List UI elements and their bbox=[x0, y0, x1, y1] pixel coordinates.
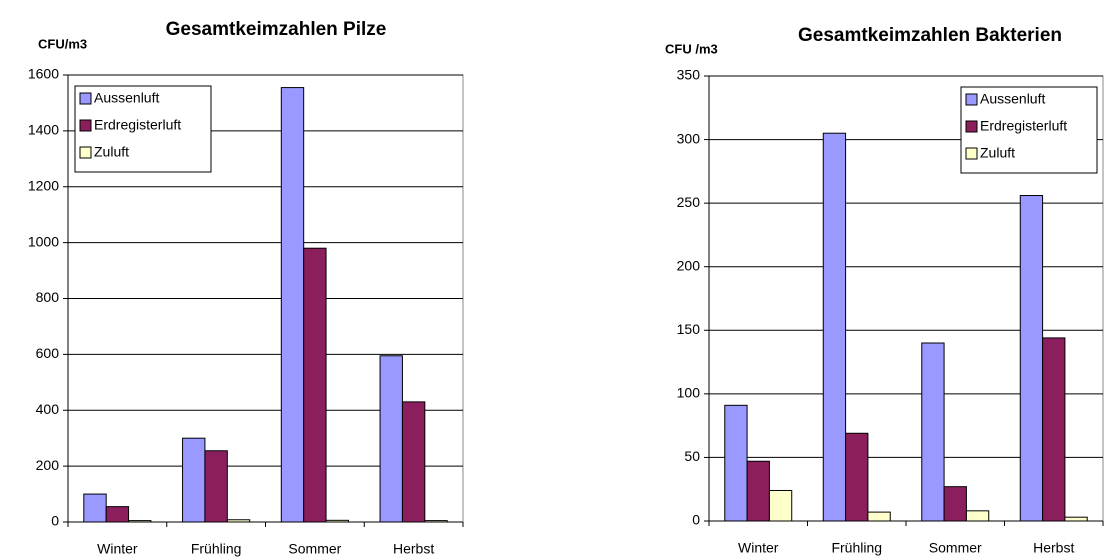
legend-swatch bbox=[965, 147, 978, 160]
legend-swatch bbox=[965, 120, 978, 133]
y-tick-label: 50 bbox=[684, 448, 700, 464]
bar bbox=[280, 87, 305, 523]
y-tick-label: 600 bbox=[36, 345, 60, 361]
y-tick-label: 200 bbox=[677, 257, 701, 273]
y-tick-label: 1000 bbox=[28, 233, 59, 249]
y-axis-label: CFU /m3 bbox=[665, 41, 718, 56]
y-tick-label: 1200 bbox=[28, 177, 59, 193]
x-tick-label: Sommer bbox=[288, 541, 341, 557]
x-tick-label: Sommer bbox=[929, 540, 982, 556]
legend-box bbox=[960, 86, 1098, 174]
y-tick-label: 100 bbox=[677, 385, 701, 401]
legend-box bbox=[74, 85, 212, 173]
chart-title: Gesamtkeimzahlen Pilze bbox=[166, 19, 387, 40]
bar bbox=[943, 486, 967, 522]
y-tick-label: 0 bbox=[51, 513, 59, 529]
y-tick-label: 250 bbox=[677, 194, 701, 210]
bar bbox=[1019, 195, 1044, 522]
bar bbox=[822, 132, 847, 522]
bar bbox=[83, 493, 107, 523]
legend-label: Aussenluft bbox=[980, 91, 1045, 107]
bar bbox=[401, 401, 426, 523]
bar bbox=[746, 460, 770, 522]
y-tick-label: 1600 bbox=[28, 66, 59, 82]
legend-label: Aussenluft bbox=[94, 90, 159, 106]
bar bbox=[303, 247, 327, 523]
y-tick-label: 300 bbox=[677, 130, 701, 146]
legend-label: Zuluft bbox=[94, 144, 129, 160]
y-tick-label: 800 bbox=[36, 289, 60, 305]
x-tick-label: Frühling bbox=[831, 540, 882, 556]
legend-label: Erdregisterluft bbox=[94, 117, 181, 133]
x-tick-label: Frühling bbox=[191, 541, 242, 557]
legend-swatch bbox=[79, 146, 92, 159]
y-tick-label: 400 bbox=[36, 401, 60, 417]
y-tick-label: 0 bbox=[692, 512, 700, 528]
bar bbox=[105, 506, 130, 523]
legend-swatch bbox=[965, 93, 978, 106]
y-tick-label: 350 bbox=[677, 67, 701, 83]
y-tick-label: 200 bbox=[36, 457, 60, 473]
y-tick-label: 1400 bbox=[28, 122, 59, 138]
bar bbox=[845, 432, 869, 522]
x-tick-label: Herbst bbox=[1033, 540, 1074, 556]
bar bbox=[921, 342, 945, 522]
y-axis-label: CFU/m3 bbox=[38, 36, 87, 51]
bar bbox=[724, 404, 748, 522]
y-tick-label: 150 bbox=[677, 321, 701, 337]
bar bbox=[768, 489, 793, 522]
bar bbox=[1064, 516, 1088, 522]
bar bbox=[1042, 337, 1066, 522]
bar bbox=[204, 450, 228, 523]
legend-label: Zuluft bbox=[980, 145, 1015, 161]
legend-swatch bbox=[79, 119, 92, 132]
x-tick-label: Winter bbox=[738, 540, 779, 556]
x-tick-label: Winter bbox=[97, 541, 138, 557]
bar bbox=[965, 510, 990, 522]
legend-label: Erdregisterluft bbox=[980, 118, 1067, 134]
bar bbox=[867, 511, 891, 522]
chart-title: Gesamtkeimzahlen Bakterien bbox=[798, 25, 1062, 46]
legend-swatch bbox=[79, 92, 92, 105]
bar bbox=[379, 355, 403, 523]
x-tick-label: Herbst bbox=[393, 541, 434, 557]
bar bbox=[182, 437, 206, 523]
